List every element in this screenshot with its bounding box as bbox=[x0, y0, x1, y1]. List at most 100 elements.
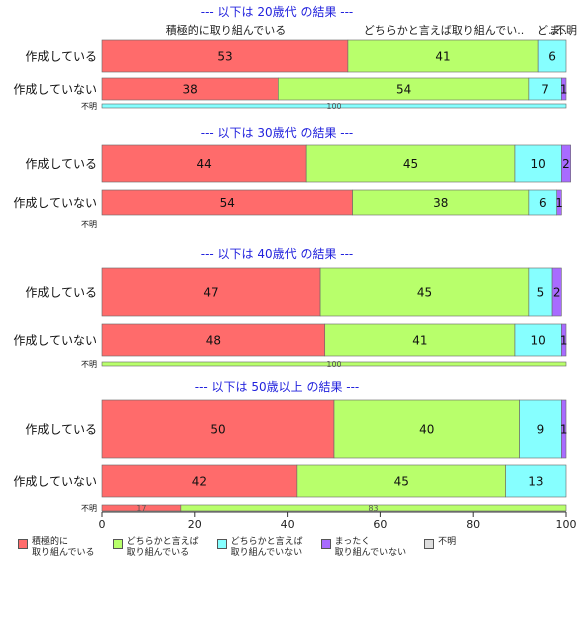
legend-label-4: まったく 取り組んでいない bbox=[334, 537, 407, 558]
unknown-bar-segment bbox=[101, 103, 567, 109]
panel-title: --- 以下は 30歳代 の結果 --- bbox=[201, 126, 354, 140]
bar-segment bbox=[101, 267, 321, 317]
bar-value-label: 54 bbox=[220, 196, 235, 210]
bar-value-label: 6 bbox=[539, 196, 547, 210]
bar-value-label: 38 bbox=[183, 82, 198, 96]
row-label: 作成している bbox=[25, 422, 97, 436]
legend: 積極的に 取り組んでいる どちらかと言えば 取り組んでいる どちらかと言えば 取… bbox=[18, 537, 456, 559]
top-header-label: 不明 bbox=[555, 24, 577, 37]
bar-segment bbox=[528, 189, 558, 216]
bar-segment bbox=[556, 189, 562, 216]
x-tick-label: 80 bbox=[466, 518, 480, 530]
bar-segment bbox=[537, 39, 567, 73]
x-tick-label: 0 bbox=[99, 518, 106, 530]
bar-value-label: 10 bbox=[531, 157, 546, 171]
top-header-label: ど… bbox=[537, 24, 559, 37]
bar-value-label: 2 bbox=[562, 157, 570, 171]
bar-segment bbox=[561, 77, 567, 101]
unknown-bar-value-label: 17 bbox=[136, 504, 146, 513]
row-label: 作成していない bbox=[13, 474, 97, 488]
bar-segment bbox=[519, 399, 562, 459]
top-header-label: どちらかと言えば取り組んでい.. bbox=[364, 24, 524, 37]
bar-segment bbox=[352, 189, 530, 216]
legend-item-5: 不明 bbox=[424, 537, 456, 559]
legend-label-2: どちらかと言えば 取り組んでいる bbox=[126, 537, 199, 558]
row-label: 作成していない bbox=[13, 196, 97, 210]
bar-segment bbox=[319, 267, 530, 317]
bar-segment bbox=[551, 267, 562, 317]
panel-title: --- 以下は 20歳代 の結果 --- bbox=[201, 5, 354, 19]
bar-value-label: 5 bbox=[537, 285, 545, 299]
bar-value-label: 45 bbox=[417, 285, 432, 299]
x-tick-label: 20 bbox=[188, 518, 202, 530]
bar-value-label: 1 bbox=[560, 82, 568, 96]
bar-value-label: 13 bbox=[528, 474, 543, 488]
legend-item-3: どちらかと言えば 取り組んでいない bbox=[216, 537, 303, 559]
row-label: 作成していない bbox=[13, 333, 97, 347]
bar-value-label: 42 bbox=[192, 474, 207, 488]
bar-segment bbox=[101, 39, 349, 73]
bar-segment bbox=[561, 399, 567, 459]
bar-value-label: 47 bbox=[203, 285, 218, 299]
bar-value-label: 45 bbox=[394, 474, 409, 488]
unknown-row-label: 不明 bbox=[81, 504, 97, 513]
legend-label-3: どちらかと言えば 取り組んでいない bbox=[230, 537, 303, 558]
unknown-bar-segment bbox=[101, 361, 567, 367]
unknown-bar-value-label: 100 bbox=[326, 360, 341, 369]
row-label: 作成している bbox=[25, 49, 97, 63]
legend-label-1: 積極的に 取り組んでいる bbox=[32, 537, 95, 558]
legend-swatch-3 bbox=[216, 539, 227, 549]
unknown-bar-segment bbox=[180, 504, 567, 512]
legend-swatch-5 bbox=[424, 539, 435, 549]
bar-value-label: 6 bbox=[548, 49, 556, 63]
legend-item-1: 積極的に 取り組んでいる bbox=[18, 537, 95, 559]
bar-value-label: 1 bbox=[560, 422, 568, 436]
panel-title: --- 以下は 40歳代 の結果 --- bbox=[201, 247, 354, 261]
bar-value-label: 48 bbox=[206, 333, 221, 347]
legend-swatch-2 bbox=[112, 539, 123, 549]
legend-item-2: どちらかと言えば 取り組んでいる bbox=[112, 537, 199, 559]
bar-value-label: 38 bbox=[433, 196, 448, 210]
row-label: 作成している bbox=[25, 157, 97, 171]
bar-value-label: 50 bbox=[210, 422, 225, 436]
bar-value-label: 41 bbox=[435, 49, 450, 63]
bar-value-label: 41 bbox=[412, 333, 427, 347]
row-label: 作成している bbox=[25, 285, 97, 299]
bar-value-label: 44 bbox=[196, 157, 211, 171]
unknown-bar-value-label: 83 bbox=[368, 504, 378, 513]
unknown-row-label: 不明 bbox=[81, 102, 97, 111]
bar-value-label: 2 bbox=[553, 285, 561, 299]
legend-label-5: 不明 bbox=[438, 537, 457, 547]
legend-swatch-1 bbox=[18, 539, 28, 549]
unknown-bar-value-label: 100 bbox=[326, 102, 341, 111]
top-header-label: ま… bbox=[549, 24, 571, 37]
x-tick-label: 40 bbox=[281, 518, 295, 530]
bar-value-label: 54 bbox=[396, 82, 411, 96]
bar-value-label: 1 bbox=[560, 333, 568, 347]
bar-segment bbox=[101, 144, 307, 183]
bar-segment bbox=[101, 399, 335, 459]
bar-value-label: 1 bbox=[555, 196, 563, 210]
legend-swatch-4 bbox=[320, 539, 331, 549]
unknown-row-label: 不明 bbox=[81, 220, 97, 229]
bar-segment bbox=[505, 464, 567, 498]
bar-value-label: 53 bbox=[217, 49, 232, 63]
panel-title: --- 以下は 50歳以上 の結果 --- bbox=[195, 380, 360, 394]
x-tick-label: 60 bbox=[373, 518, 387, 530]
bar-segment bbox=[296, 464, 506, 498]
bar-segment bbox=[333, 399, 520, 459]
top-header-label: 積極的に取り組んでいる bbox=[166, 23, 286, 37]
bar-segment bbox=[561, 144, 571, 183]
bar-value-label: 9 bbox=[537, 422, 545, 436]
unknown-row-label: 不明 bbox=[81, 360, 97, 369]
bar-value-label: 45 bbox=[403, 157, 418, 171]
legend-item-4: まったく 取り組んでいない bbox=[320, 537, 407, 559]
x-tick-label: 100 bbox=[556, 518, 577, 530]
bar-segment bbox=[101, 464, 298, 498]
bar-segment bbox=[101, 323, 326, 357]
row-label: 作成していない bbox=[13, 82, 97, 96]
bar-value-label: 7 bbox=[541, 82, 549, 96]
bar-segment bbox=[561, 323, 567, 357]
stacked-bar-chart: 積極的に取り組んでいる どちらかと言えば取り組んでい.. ど…ま…不明--- 以下は… bbox=[13, 5, 577, 531]
